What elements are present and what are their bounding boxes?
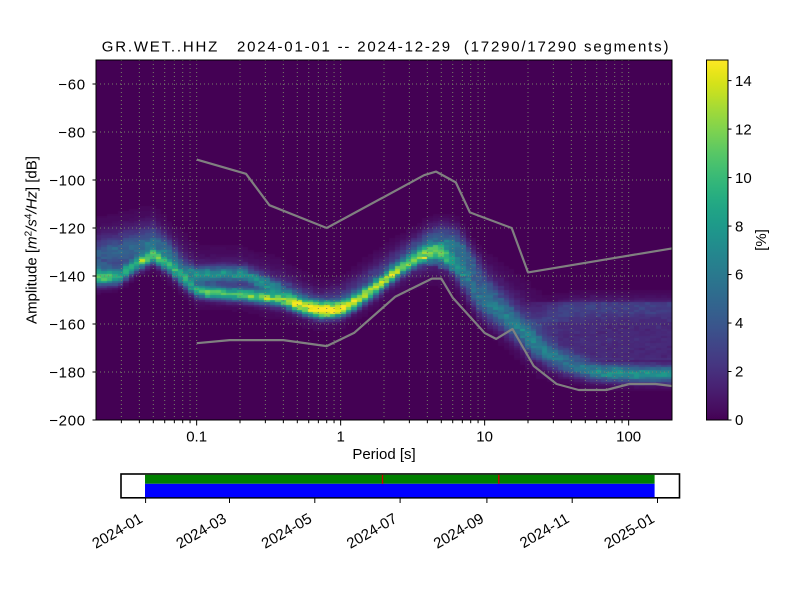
- svg-text:6: 6: [735, 267, 743, 284]
- svg-text:−160: −160: [49, 316, 86, 333]
- svg-text:0.1: 0.1: [186, 429, 207, 446]
- svg-text:0: 0: [735, 412, 743, 429]
- svg-text:4: 4: [735, 315, 743, 332]
- svg-text:100: 100: [616, 429, 641, 446]
- svg-text:−120: −120: [49, 220, 86, 237]
- svg-text:2024-07: 2024-07: [344, 510, 400, 552]
- svg-text:12: 12: [735, 121, 752, 138]
- svg-text:2025-01: 2025-01: [601, 510, 657, 552]
- svg-text:Amplitude [m2/s4/Hz] [dB]: Amplitude [m2/s4/Hz] [dB]: [24, 156, 41, 324]
- svg-text:−180: −180: [49, 364, 86, 381]
- svg-text:−80: −80: [58, 124, 86, 141]
- svg-text:GR.WET..HHZ 2024-01-01 -- 20: GR.WET..HHZ 2024-01-01 -- 2024-12-29 (17…: [102, 39, 671, 56]
- svg-text:−140: −140: [49, 268, 86, 285]
- svg-text:2024-05: 2024-05: [259, 510, 315, 552]
- svg-text:2024-03: 2024-03: [173, 510, 229, 552]
- svg-text:14: 14: [735, 73, 752, 90]
- svg-text:−60: −60: [58, 76, 86, 93]
- svg-text:Period [s]: Period [s]: [352, 446, 415, 463]
- svg-text:2024-11: 2024-11: [517, 510, 572, 552]
- svg-text:−200: −200: [49, 412, 86, 429]
- svg-text:2024-09: 2024-09: [431, 510, 487, 552]
- svg-text:2024-01: 2024-01: [89, 510, 145, 552]
- svg-text:8: 8: [735, 218, 743, 235]
- svg-text:10: 10: [476, 429, 493, 446]
- svg-text:2: 2: [735, 364, 743, 381]
- svg-text:1: 1: [336, 429, 344, 446]
- svg-text:−100: −100: [49, 172, 86, 189]
- svg-text:10: 10: [735, 170, 752, 187]
- svg-text:[%]: [%]: [753, 229, 770, 251]
